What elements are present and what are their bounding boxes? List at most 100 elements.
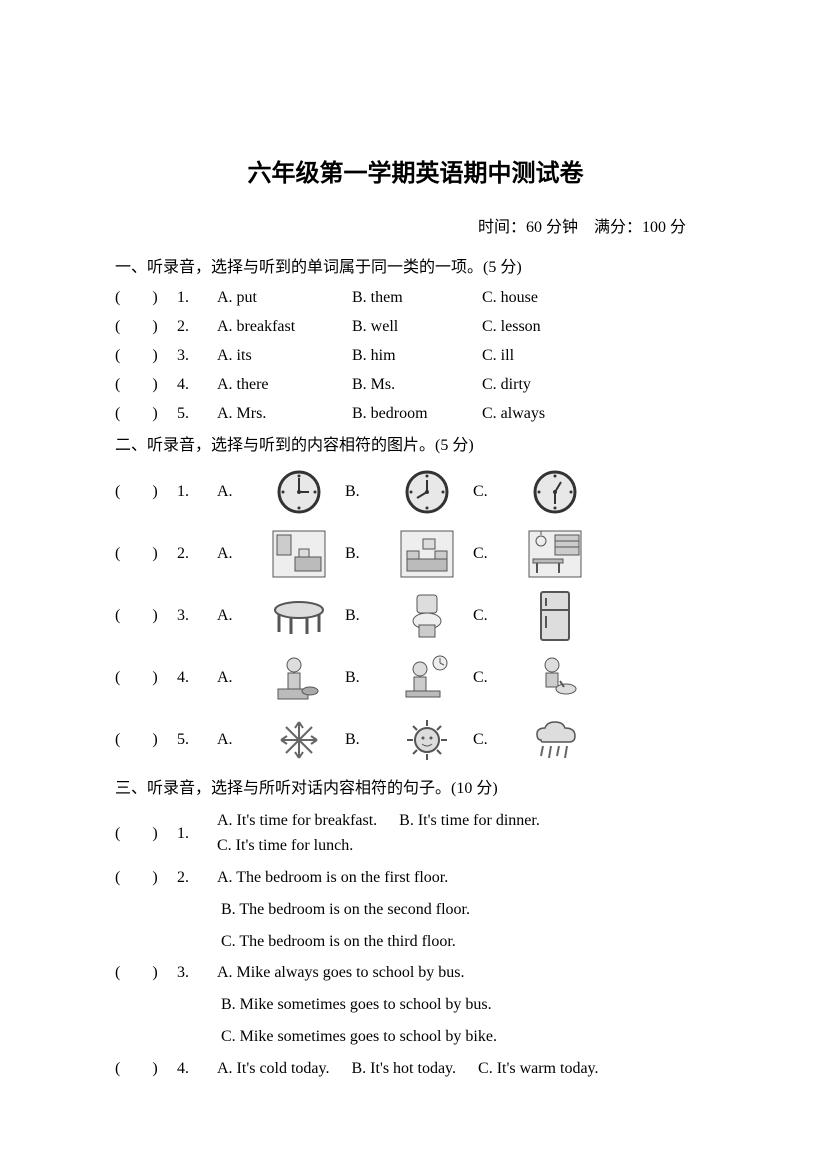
answer-blank[interactable]: ( )	[115, 960, 177, 986]
option-b: B. Ms.	[352, 372, 482, 398]
s3-q2: ( ) 2. A. The bedroom is on the first fl…	[115, 865, 716, 891]
option-a: A. its	[217, 343, 352, 369]
option-c-label: C.	[473, 727, 509, 753]
option-a: A. Mrs.	[217, 401, 352, 427]
s1-q2: ( ) 2. A. breakfast B. well C. lesson	[115, 314, 716, 340]
washing-icon	[509, 650, 601, 706]
s2-q2: ( ) 2. A. B. C.	[115, 524, 716, 584]
question-number: 3.	[177, 343, 217, 369]
answer-blank[interactable]: ( )	[115, 665, 177, 691]
sun-icon	[381, 712, 473, 768]
option-b-label: B.	[345, 665, 381, 691]
option-b: B. them	[352, 285, 482, 311]
answer-blank[interactable]: ( )	[115, 541, 177, 567]
option-c: C. ill	[482, 343, 716, 369]
answer-blank[interactable]: ( )	[115, 343, 177, 369]
option-a: A. It's cold today.	[217, 1056, 330, 1082]
option-b-label: B.	[345, 479, 381, 505]
s2-q3: ( ) 3. A. B. C.	[115, 586, 716, 646]
question-number: 1.	[177, 821, 217, 847]
eating-icon	[381, 650, 473, 706]
option-b-label: B.	[345, 727, 381, 753]
option-c: C. It's time for lunch.	[217, 833, 353, 859]
answer-blank[interactable]: ( )	[115, 314, 177, 340]
question-number: 5.	[177, 727, 217, 753]
option-a-label: A.	[217, 727, 253, 753]
option-b: B. It's hot today.	[352, 1056, 457, 1082]
cooking-icon	[253, 650, 345, 706]
clock-icon	[509, 464, 601, 520]
option-b: B. Mike sometimes goes to school by bus.	[115, 992, 716, 1018]
option-c: C. lesson	[482, 314, 716, 340]
answer-blank[interactable]: ( )	[115, 479, 177, 505]
option-c: C. The bedroom is on the third floor.	[115, 929, 716, 955]
option-c: C. dirty	[482, 372, 716, 398]
s3-q4: ( ) 4. A. It's cold today. B. It's hot t…	[115, 1055, 716, 1081]
clock-icon	[381, 464, 473, 520]
bedroom-icon	[253, 526, 345, 582]
page-subtitle: 时间：60 分钟 满分：100 分	[115, 215, 716, 241]
option-a: A. The bedroom is on the first floor.	[217, 865, 448, 891]
s1-q4: ( ) 4. A. there B. Ms. C. dirty	[115, 372, 716, 398]
fridge-icon	[509, 588, 601, 644]
question-number: 1.	[177, 479, 217, 505]
s2-q4: ( ) 4. A. B. C.	[115, 648, 716, 708]
score-label: 满分：100 分	[594, 219, 686, 236]
option-c-label: C.	[473, 665, 509, 691]
option-a-label: A.	[217, 541, 253, 567]
s1-q5: ( ) 5. A. Mrs. B. bedroom C. always	[115, 401, 716, 427]
question-number: 5.	[177, 401, 217, 427]
question-number: 3.	[177, 603, 217, 629]
option-b: B. him	[352, 343, 482, 369]
study-room-icon	[509, 526, 601, 582]
question-number: 2.	[177, 541, 217, 567]
option-b: B. well	[352, 314, 482, 340]
s3-q3: ( ) 3. A. Mike always goes to school by …	[115, 960, 716, 986]
s2-q5: ( ) 5. A. B. C.	[115, 710, 716, 770]
rain-cloud-icon	[509, 712, 601, 768]
option-a-label: A.	[217, 665, 253, 691]
clock-icon	[253, 464, 345, 520]
option-a-label: A.	[217, 603, 253, 629]
answer-blank[interactable]: ( )	[115, 372, 177, 398]
s2-q1: ( ) 1. A. B. C.	[115, 462, 716, 522]
answer-blank[interactable]: ( )	[115, 865, 177, 891]
answer-blank[interactable]: ( )	[115, 821, 177, 847]
option-b: B. It's time for dinner.	[399, 808, 540, 834]
living-room-icon	[381, 526, 473, 582]
s3-q1: ( ) 1. A. It's time for breakfast. B. It…	[115, 808, 716, 859]
option-c: C. Mike sometimes goes to school by bike…	[115, 1024, 716, 1050]
toilet-icon	[381, 588, 473, 644]
question-number: 3.	[177, 960, 217, 986]
option-a: A. breakfast	[217, 314, 352, 340]
option-b: B. The bedroom is on the second floor.	[115, 897, 716, 923]
s1-q3: ( ) 3. A. its B. him C. ill	[115, 343, 716, 369]
section-2-heading: 二、听录音，选择与听到的内容相符的图片。(5 分)	[115, 433, 716, 459]
question-number: 4.	[177, 665, 217, 691]
option-c-label: C.	[473, 479, 509, 505]
option-a: A. It's time for breakfast.	[217, 808, 377, 834]
page-title: 六年级第一学期英语期中测试卷	[115, 155, 716, 193]
table-icon	[253, 588, 345, 644]
section-3-heading: 三、听录音，选择与所听对话内容相符的句子。(10 分)	[115, 776, 716, 802]
option-c: C. It's warm today.	[478, 1056, 599, 1082]
answer-blank[interactable]: ( )	[115, 285, 177, 311]
question-number: 4.	[177, 1056, 217, 1082]
answer-blank[interactable]: ( )	[115, 727, 177, 753]
section-1-heading: 一、听录音，选择与听到的单词属于同一类的一项。(5 分)	[115, 255, 716, 281]
option-a: A. put	[217, 285, 352, 311]
option-b-label: B.	[345, 541, 381, 567]
time-label: 时间：60 分钟	[478, 219, 578, 236]
option-b-label: B.	[345, 603, 381, 629]
answer-blank[interactable]: ( )	[115, 603, 177, 629]
answer-blank[interactable]: ( )	[115, 401, 177, 427]
question-number: 4.	[177, 372, 217, 398]
option-c: C. house	[482, 285, 716, 311]
option-a: A. there	[217, 372, 352, 398]
option-c-label: C.	[473, 603, 509, 629]
answer-blank[interactable]: ( )	[115, 1056, 177, 1082]
question-number: 1.	[177, 285, 217, 311]
question-number: 2.	[177, 314, 217, 340]
option-b: B. bedroom	[352, 401, 482, 427]
option-c-label: C.	[473, 541, 509, 567]
